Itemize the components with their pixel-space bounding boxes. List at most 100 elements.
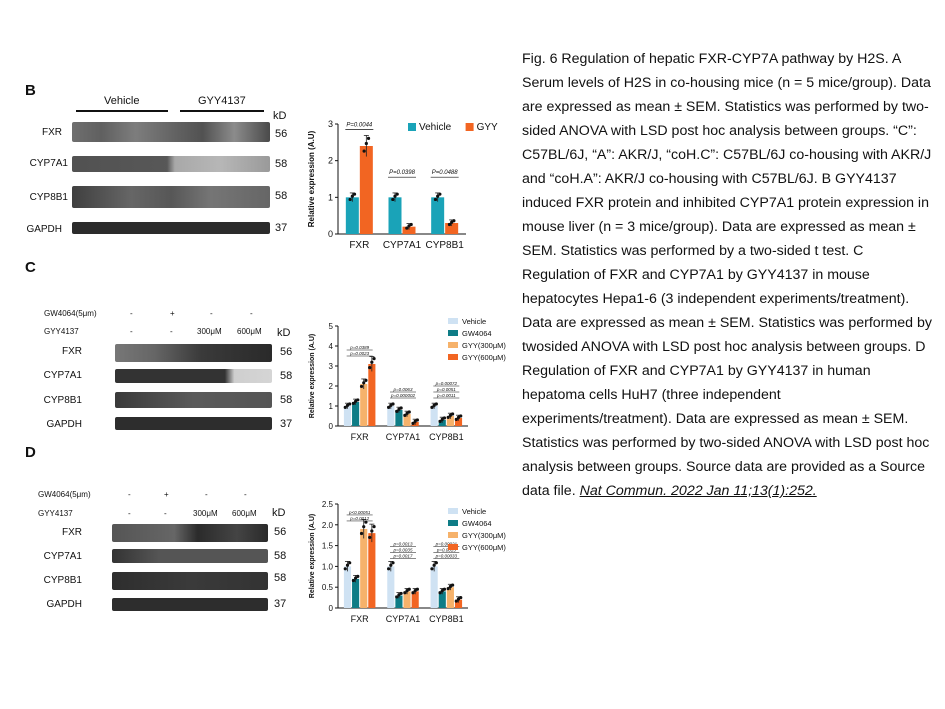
p-value-label: p=0.0051 [436,387,456,392]
x-tick-label: CYP7A1 [386,432,421,442]
blot-b-fxr [72,122,270,142]
legend-swatch [448,532,458,538]
y-tick-label: 3 [328,119,333,129]
y-tick-label: 1.5 [322,542,334,551]
legend-swatch [448,354,458,360]
data-point [446,586,450,591]
c-r1-1: - [130,309,133,318]
legend-label: Vehicle [462,317,486,326]
protein-label-d-fxr: FXR [62,527,82,538]
data-point [411,591,415,595]
row-label-d-gyy: GYY4137 [38,509,73,518]
data-point [438,591,442,595]
data-point [343,567,347,571]
kd-c-58a: 58 [280,370,293,382]
data-point [403,591,407,595]
p-value-label: P=0.0488 [432,170,459,176]
legend-label: GYY(600μM) [462,543,506,552]
y-tick-label: 1.0 [322,562,334,571]
y-tick-label: 0.5 [322,583,334,592]
citation-link[interactable]: Nat Commun. 2022 Jan 11;13(1):252. [579,483,817,499]
data-point [362,381,366,385]
y-tick-label: 3 [329,362,334,371]
blot-b [72,118,270,240]
d-r2-2: - [164,509,167,518]
data-point [433,197,438,202]
protein-label-c-cyp7a1: CYP7A1 [43,370,82,381]
data-point [446,415,450,419]
panel-b-letter: B [25,82,36,99]
blot-c-gapdh [115,417,272,430]
bar [445,223,459,234]
y-tick-label: 2 [328,156,333,166]
kd-d-56: 56 [274,526,287,538]
data-point [345,563,350,567]
p-value-label: P=0.0044 [346,123,373,129]
data-point [438,419,442,423]
kd-b-37: 37 [275,222,288,234]
protein-label-d-cyp8b1: CYP8B1 [43,575,82,586]
bar [403,414,411,426]
blot-c [115,342,272,432]
bar [360,384,368,426]
kd-c-58b: 58 [280,394,293,406]
p-value-label: p=0.0389 [349,345,369,350]
data-point [454,599,458,603]
data-point [395,595,399,599]
kd-b-56: 56 [275,128,288,140]
y-tick-label: 2.0 [322,521,334,530]
y-tick-label: 0 [329,604,334,613]
d-r2-1: - [128,509,131,518]
data-point [352,192,357,196]
data-point [399,591,403,596]
legend-label: GW4064 [462,519,492,528]
x-tick-label: FXR [351,614,370,624]
row-label-c-gyy: GYY4137 [44,327,79,336]
x-tick-label: CYP8B1 [429,614,464,624]
p-value-label: p=0.0023 [349,351,369,356]
row-label-d-gw4064: GW4064(5μm) [38,490,91,499]
blot-d-cyp8b1 [112,572,268,590]
protein-label-d-gapdh: GAPDH [46,599,82,610]
data-point [442,416,447,420]
blot-c-fxr [115,344,272,362]
x-tick-label: FXR [351,432,370,442]
data-point [348,197,352,202]
y-tick-label: 4 [329,342,334,351]
data-point [434,561,438,565]
blot-b-gapdh [72,222,270,234]
y-tick-label: 1 [329,402,334,411]
data-point [442,587,447,591]
legend-label: GYY(300μM) [462,341,506,350]
legend-swatch [408,123,416,131]
data-point [409,222,413,227]
data-point [459,595,463,600]
p-value-label: p<0.00051 [348,510,371,515]
data-point [372,357,376,361]
chart-b: 0 1 2 3 Relative expression (A.U) FXR CYP7A1 CY… [307,119,498,251]
protein-label-b-gapdh: GAPDH [26,224,62,235]
group-bar-gyy [180,110,264,112]
kd-label-d: kD [272,507,286,519]
legend-label: GYY(600μM) [462,353,506,362]
p-value-label: p=0.00072 [435,381,458,386]
y-tick-label: 2 [329,382,334,391]
caption-text: Fig. 6 Regulation of hepatic FXR-CYP7A p… [522,51,932,499]
legend-label: GYY(300μM) [462,531,506,540]
bar [430,566,438,608]
blot-d-cyp7a1 [112,549,268,563]
group-label-gyy4137: GYY4137 [198,95,246,107]
data-point [351,401,356,405]
data-point [364,378,368,382]
blot-d-gapdh [112,598,268,611]
d-r1-3: - [205,490,208,499]
legend-swatch [448,520,458,526]
data-point [372,525,376,529]
bar [411,591,419,608]
data-point [364,141,368,146]
y-tick-label: 5 [329,322,334,331]
data-point [348,402,352,406]
data-point [366,136,371,140]
data-point [454,417,458,421]
data-point [391,561,395,565]
